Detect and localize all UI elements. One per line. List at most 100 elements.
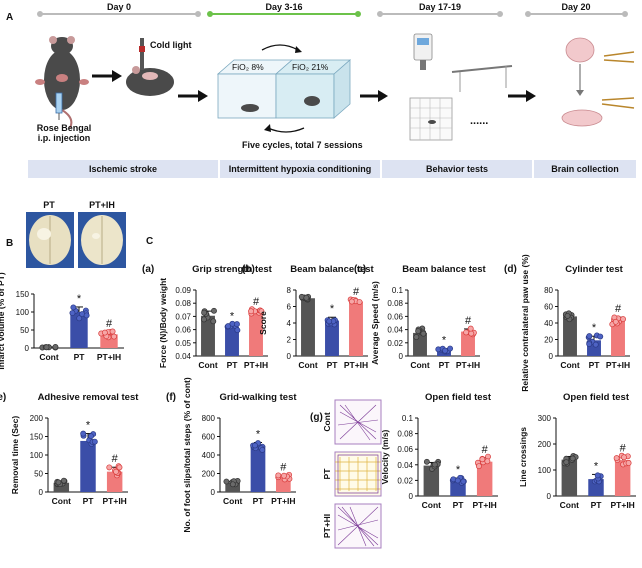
data-point bbox=[586, 333, 593, 340]
bar bbox=[476, 461, 493, 496]
y-axis-label: Score bbox=[258, 311, 268, 335]
y-tick-label: 0 bbox=[211, 488, 216, 497]
fio2-low-label: FiO₂ 8% bbox=[232, 62, 264, 72]
data-point bbox=[468, 330, 475, 337]
day-label-2: Day 17-19 bbox=[419, 2, 461, 12]
arrow-right-icon bbox=[360, 90, 388, 102]
syringe-icon bbox=[55, 92, 63, 120]
y-axis-label: Line crossings bbox=[518, 427, 528, 487]
chart-grip-strength: Grip strength test (a) 0.04 0.05 0.06 0.07 0.0… bbox=[142, 264, 273, 370]
chart-beam-balance-speed: Beam balance test (c) 0 0.02 0.04 0.06 0.08 0.1… bbox=[354, 264, 487, 370]
y-tick-label: 0.04 bbox=[175, 352, 191, 361]
y-tick-label: 100 bbox=[16, 308, 30, 317]
data-point bbox=[281, 472, 287, 479]
cold-light-label: Cold light bbox=[150, 40, 192, 50]
y-axis-label: Velocity (m/s) bbox=[380, 429, 390, 484]
y-tick-label: 100 bbox=[538, 466, 552, 475]
sig-star: * bbox=[592, 322, 597, 334]
data-point bbox=[348, 298, 355, 305]
data-point bbox=[55, 479, 62, 486]
data-point bbox=[111, 333, 117, 340]
y-tick-label: 0.02 bbox=[387, 339, 403, 348]
y-tick-label: 0.09 bbox=[175, 286, 191, 295]
panel-label: (b) bbox=[242, 264, 255, 275]
bar bbox=[423, 465, 440, 496]
bar bbox=[325, 320, 339, 356]
sig-star: * bbox=[256, 429, 261, 441]
data-point bbox=[101, 329, 108, 336]
y-tick-label: 200 bbox=[538, 440, 552, 449]
bar bbox=[250, 445, 266, 492]
data-point bbox=[586, 341, 593, 348]
photo-label-pt: PT bbox=[43, 200, 55, 210]
track-images bbox=[334, 399, 382, 549]
x-tick-label: PT bbox=[453, 500, 465, 510]
x-tick-label: PT+IH bbox=[97, 352, 121, 362]
sig-star: * bbox=[442, 335, 447, 347]
y-tick-label: 0 bbox=[39, 488, 44, 497]
y-tick-label: 0 bbox=[547, 492, 552, 501]
data-point bbox=[564, 312, 571, 319]
bar bbox=[201, 315, 215, 356]
y-tick-label: 800 bbox=[202, 414, 216, 423]
x-tick-label: PT+IH bbox=[244, 360, 268, 370]
day-label-3: Day 20 bbox=[561, 2, 590, 12]
y-tick-label: 0.06 bbox=[175, 326, 191, 335]
data-point bbox=[594, 472, 601, 479]
data-point bbox=[116, 464, 123, 471]
x-tick-label: PT bbox=[227, 360, 239, 370]
chart-cylinder: Cylinder test (d) 0 20 40 60 80 Relative contra… bbox=[504, 254, 630, 392]
x-tick-label: PT+IH bbox=[344, 360, 368, 370]
data-point bbox=[91, 438, 98, 445]
x-tick-label: Cont bbox=[560, 360, 580, 370]
y-axis-label: Force (N)/Body weight bbox=[158, 278, 168, 368]
data-point bbox=[620, 454, 627, 461]
x-tick-label: PT bbox=[327, 360, 339, 370]
y-tick-label: 8 bbox=[287, 286, 292, 295]
y-tick-label: 400 bbox=[202, 451, 216, 460]
data-point bbox=[326, 318, 333, 325]
data-point bbox=[70, 304, 77, 311]
y-tick-label: 100 bbox=[30, 451, 44, 460]
data-point bbox=[106, 464, 113, 471]
x-tick-label: PT+IH bbox=[103, 496, 127, 506]
sig-hash: # bbox=[280, 461, 287, 473]
data-point bbox=[275, 472, 282, 479]
sig-hash: # bbox=[482, 444, 489, 456]
panel-g-letter: (g) bbox=[310, 412, 323, 423]
x-tick-label: Cont bbox=[410, 360, 430, 370]
data-point bbox=[475, 463, 482, 470]
x-tick-label: PT bbox=[74, 352, 86, 362]
x-tick-label: PT+IH bbox=[271, 496, 295, 506]
y-tick-label: 0 bbox=[409, 492, 414, 501]
arrow-right-icon bbox=[178, 90, 208, 102]
data-point bbox=[201, 309, 208, 316]
data-point bbox=[76, 315, 83, 322]
stage-bar bbox=[28, 160, 636, 178]
sig-hash: # bbox=[353, 286, 360, 298]
track-label-cont: Cont bbox=[322, 412, 332, 432]
x-tick-label: PT+IH bbox=[473, 500, 497, 510]
data-point bbox=[420, 330, 427, 337]
bar bbox=[53, 482, 70, 492]
track-label-pt: PT bbox=[322, 468, 332, 480]
x-tick-label: PT bbox=[83, 496, 95, 506]
y-tick-label: 2 bbox=[287, 336, 292, 345]
data-point bbox=[625, 460, 632, 466]
x-tick-label: PT bbox=[589, 360, 601, 370]
mouse-head-icon bbox=[126, 66, 174, 96]
data-point bbox=[413, 334, 420, 341]
y-tick-label: 0.05 bbox=[175, 339, 191, 348]
y-tick-label: 0.1 bbox=[392, 286, 404, 295]
stage-label-1: Intermittent hypoxia conditioning bbox=[229, 164, 372, 174]
panel-label: (f) bbox=[166, 392, 176, 403]
y-tick-label: 0 bbox=[399, 352, 404, 361]
y-tick-label: 0.02 bbox=[397, 476, 413, 485]
y-tick-label: 4 bbox=[287, 319, 292, 328]
sig-star: * bbox=[456, 464, 461, 476]
day-label-0: Day 0 bbox=[107, 2, 131, 12]
data-point bbox=[113, 468, 119, 475]
dots-label: ...... bbox=[470, 115, 488, 127]
chart-title: Grid-walking test bbox=[219, 392, 297, 403]
data-point bbox=[463, 329, 470, 336]
